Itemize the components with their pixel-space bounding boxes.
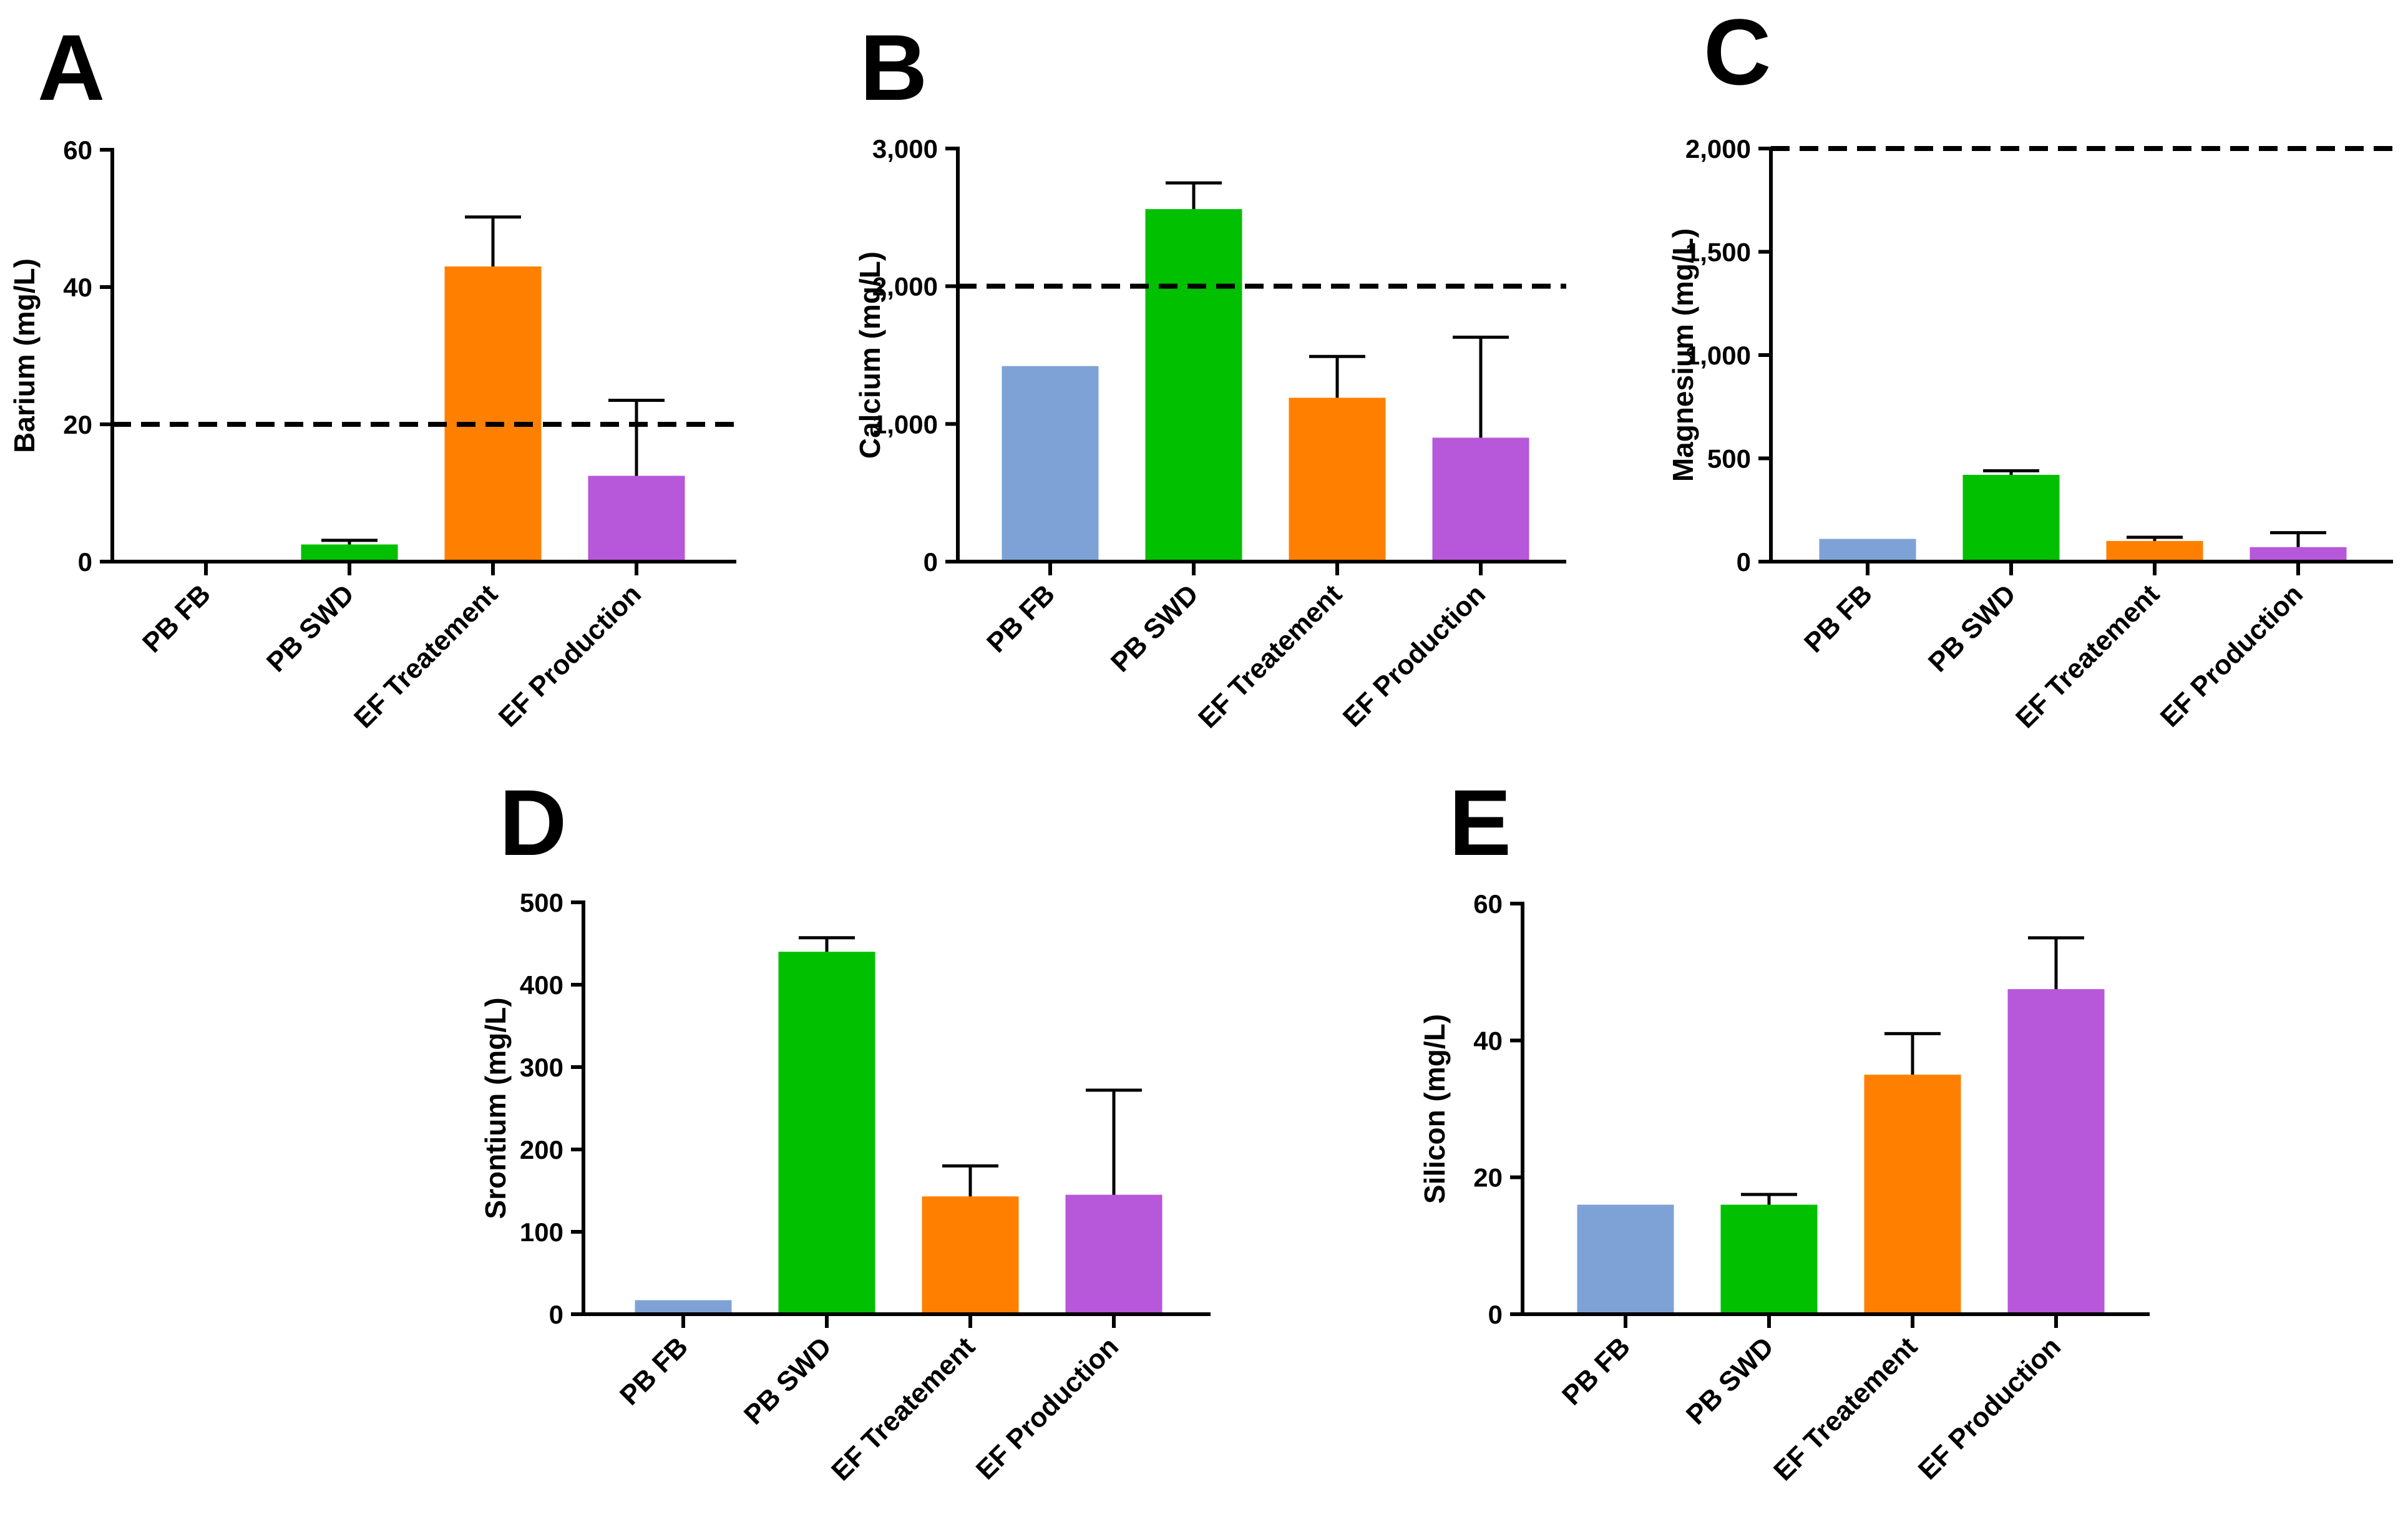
panel-letter: A — [37, 15, 105, 120]
x-tick-label-ef-treatement: EF Treatement — [826, 1331, 981, 1486]
bar-pb-swd — [778, 952, 875, 1314]
error-bar-ef-treatement — [942, 1164, 998, 1197]
y-axis-title: Srontium (mg/L) — [479, 997, 512, 1219]
bar-pb-fb — [635, 1300, 732, 1314]
panel-letter: B — [860, 15, 927, 120]
y-tick-label: 60 — [1473, 889, 1503, 919]
x-tick-label-pb-swd: PB SWD — [1923, 578, 2022, 678]
error-bar-pb-swd — [1741, 1193, 1797, 1205]
x-tick-label-ef-production: EF Production — [1913, 1331, 2067, 1485]
bar-ef-production — [2007, 989, 2105, 1314]
bar-pb-fb — [1577, 1204, 1674, 1314]
y-tick-label: 40 — [63, 273, 92, 302]
bar-ef-production — [588, 476, 685, 562]
x-tick-label-pb-fb: PB FB — [137, 578, 217, 658]
y-tick-label: 400 — [520, 970, 563, 1000]
x-tick-label-pb-swd: PB SWD — [1680, 1331, 1780, 1430]
y-tick-label: 2,000 — [1685, 134, 1751, 163]
error-bar-ef-production — [608, 399, 665, 476]
bar-pb-fb — [1002, 366, 1099, 562]
error-bar-ef-treatement — [1884, 1032, 1941, 1075]
x-tick-label-pb-swd: PB SWD — [261, 578, 360, 678]
y-tick-label: 1,000 — [1685, 341, 1751, 370]
error-bar-ef-production — [1086, 1088, 1142, 1195]
x-tick-label-pb-fb: PB FB — [614, 1331, 694, 1411]
error-bar-ef-treatement — [2127, 535, 2183, 541]
error-bar-pb-swd — [321, 539, 378, 545]
y-tick-label: 0 — [78, 547, 92, 577]
bar-ef-treatement — [1289, 398, 1386, 562]
x-tick-label-pb-fb: PB FB — [1798, 578, 1878, 658]
bar-ef-treatement — [444, 266, 542, 562]
y-tick-label: 500 — [1707, 444, 1751, 474]
y-tick-label: 1,000 — [872, 409, 938, 439]
error-bar-ef-treatement — [1309, 354, 1365, 398]
y-tick-label: 20 — [63, 410, 92, 439]
y-tick-label: 0 — [549, 1300, 563, 1329]
bar-pb-swd — [1720, 1204, 1818, 1314]
y-axis-title: Silicon (mg/L) — [1418, 1014, 1451, 1204]
bar-pb-swd — [301, 544, 398, 562]
y-tick-label: 0 — [1488, 1300, 1503, 1329]
panel-d: D 0 100 200 300 400 500 Srontium (mg/L) PB FB PB … — [479, 770, 1211, 1486]
y-axis-title: Barium (mg/L) — [8, 258, 41, 453]
error-bar-pb-swd — [1166, 181, 1222, 210]
y-tick-label: 60 — [63, 135, 92, 165]
panel-b: B 0 1,000 2,000 3,000 Calcium (mg/L) PB FB PB S… — [854, 15, 1566, 734]
panel-letter: C — [1704, 0, 1771, 104]
y-tick-label: 100 — [520, 1217, 563, 1247]
x-tick-label-pb-swd: PB SWD — [738, 1331, 837, 1430]
y-tick-label: 300 — [520, 1053, 563, 1082]
error-bar-ef-production — [2270, 531, 2326, 547]
error-bar-ef-production — [2028, 936, 2084, 990]
error-bar-ef-treatement — [465, 215, 521, 266]
y-tick-label: 2,000 — [872, 272, 938, 301]
panel-letter: E — [1449, 770, 1511, 875]
bar-ef-production — [2250, 547, 2347, 562]
x-tick-label-ef-treatement: EF Treatement — [1192, 578, 1348, 734]
x-tick-label-pb-swd: PB SWD — [1105, 578, 1204, 678]
y-tick-label: 20 — [1473, 1163, 1503, 1193]
x-tick-label-ef-production: EF Production — [2155, 578, 2309, 733]
bar-pb-fb — [1819, 539, 1916, 562]
x-tick-label-ef-production: EF Production — [1337, 578, 1491, 733]
panel-c: C 0 500 1,000 1,500 2,000 Magnesium (mg/L) PB F… — [1667, 0, 2393, 734]
bar-ef-production — [1065, 1194, 1163, 1314]
y-tick-label: 500 — [520, 888, 563, 917]
error-bar-ef-production — [1453, 335, 1509, 438]
y-tick-label: 0 — [1737, 547, 1751, 577]
bar-pb-swd — [1145, 209, 1242, 562]
x-tick-label-ef-production: EF Production — [970, 1331, 1124, 1485]
y-tick-label: 0 — [924, 547, 938, 577]
x-tick-label-ef-treatement: EF Treatement — [2010, 578, 2165, 734]
bar-ef-treatement — [2106, 540, 2203, 562]
x-tick-label-pb-fb: PB FB — [1556, 1331, 1636, 1411]
bar-ef-production — [1432, 437, 1529, 562]
y-axis-title: Calcium (mg/L) — [854, 251, 886, 459]
error-bar-pb-swd — [1983, 469, 2039, 475]
y-axis-title: Magnesium (mg/L) — [1667, 228, 1699, 482]
y-tick-label: 40 — [1473, 1026, 1503, 1055]
bar-ef-treatement — [1864, 1075, 1961, 1314]
x-tick-label-ef-treatement: EF Treatement — [348, 578, 504, 734]
y-tick-label: 200 — [520, 1135, 563, 1164]
y-tick-label: 1,500 — [1685, 238, 1751, 267]
error-bar-pb-swd — [799, 936, 855, 952]
x-tick-label-ef-treatement: EF Treatement — [1768, 1331, 1923, 1486]
bar-pb-swd — [1962, 474, 2060, 562]
x-tick-label-ef-production: EF Production — [493, 578, 647, 733]
x-tick-label-pb-fb: PB FB — [981, 578, 1061, 658]
panel-letter: D — [499, 770, 567, 875]
bar-ef-treatement — [922, 1196, 1019, 1314]
y-tick-label: 3,000 — [872, 134, 938, 163]
